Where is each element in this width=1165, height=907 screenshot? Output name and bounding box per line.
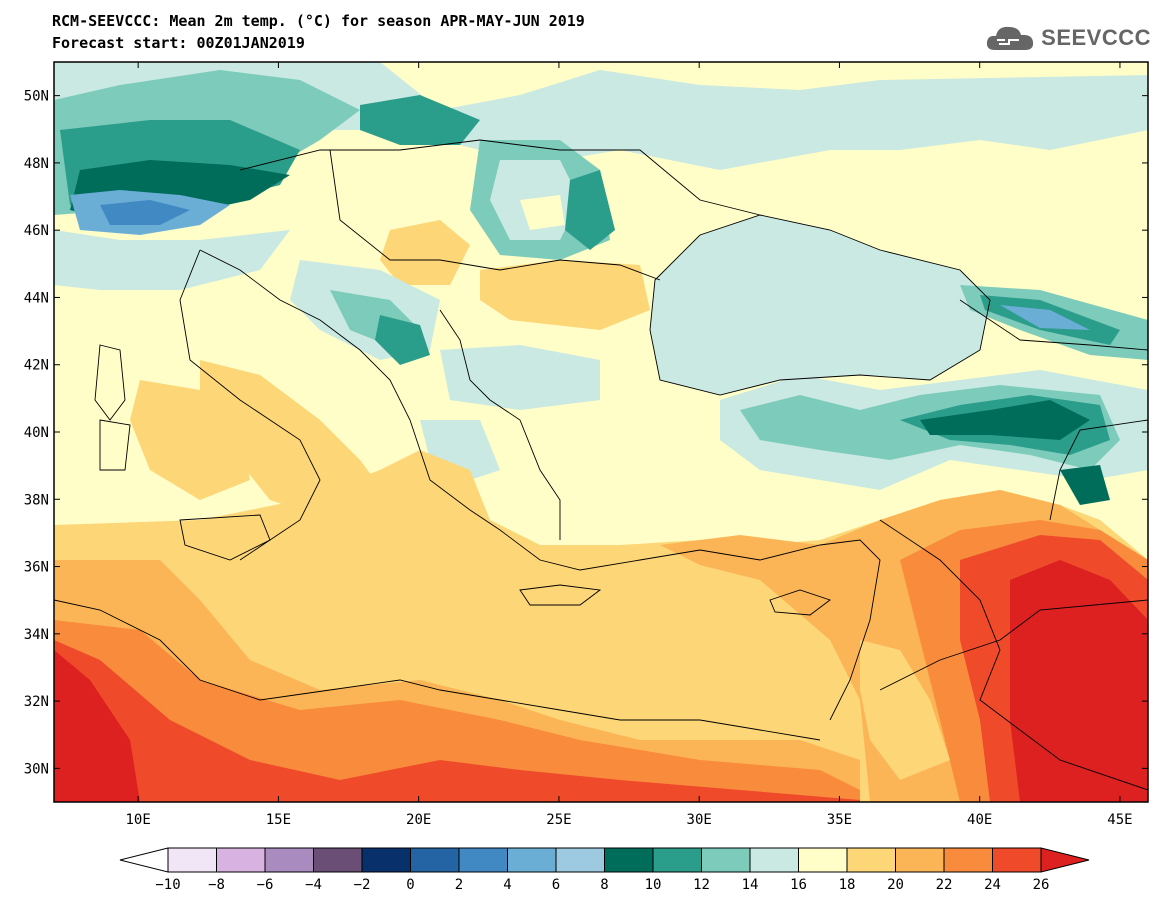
colorbar-swatch	[846, 847, 896, 873]
colorbar-over-triangle	[1040, 847, 1090, 873]
colorbar: −10 −8 −6 −4 −2 0 2 4 6 8 10 12 14 16 18 20 22 24 26	[119, 847, 1090, 893]
colorbar-swatch	[604, 847, 654, 873]
colorbar-swatch	[943, 847, 993, 873]
colorbar-label: 0	[406, 877, 414, 893]
colorbar-label: 18	[839, 877, 856, 893]
colorbar-label: −6	[257, 877, 274, 893]
lon-tick-label: 40E	[967, 812, 992, 828]
colorbar-swatch	[798, 847, 848, 873]
colorbar-label: −8	[208, 877, 225, 893]
longitude-axis: 10E 15E 20E 25E 30E 35E 40E 45E	[126, 62, 1133, 828]
forecast-start-label: Forecast start: 00Z01JAN2019	[52, 34, 305, 52]
colorbar-label: 22	[936, 877, 953, 893]
colorbar-swatch	[749, 847, 799, 873]
lat-tick-label: 42N	[24, 358, 49, 374]
colorbar-label: 4	[503, 877, 511, 893]
colorbar-swatch	[361, 847, 411, 873]
colorbar-swatch	[555, 847, 605, 873]
colorbar-swatch	[216, 847, 266, 873]
colorbar-label: 24	[984, 877, 1001, 893]
lon-tick-label: 10E	[126, 812, 151, 828]
colorbar-label: 14	[742, 877, 759, 893]
colorbar-swatch	[992, 847, 1042, 873]
colorbar-label: 10	[645, 877, 662, 893]
colorbar-label: −10	[155, 877, 180, 893]
cloud-icon	[987, 26, 1034, 50]
colorbar-label: −2	[354, 877, 371, 893]
colorbar-swatch	[652, 847, 702, 873]
lat-tick-label: 36N	[24, 560, 49, 576]
colorbar-label: 12	[693, 877, 710, 893]
lon-tick-label: 15E	[266, 812, 291, 828]
coastlines	[54, 139, 1148, 791]
colorbar-swatch	[410, 847, 460, 873]
colorbar-swatch	[458, 847, 508, 873]
lon-tick-label: 30E	[687, 812, 712, 828]
colorbar-label: 20	[887, 877, 904, 893]
colorbar-swatch	[264, 847, 314, 873]
colorbar-label: 2	[455, 877, 463, 893]
lon-tick-label: 25E	[546, 812, 571, 828]
colorbar-swatch	[895, 847, 945, 873]
lat-tick-label: 48N	[24, 156, 49, 172]
colorbar-label: 6	[552, 877, 560, 893]
colorbar-under-triangle	[119, 847, 169, 873]
colorbar-label: −4	[305, 877, 322, 893]
lat-tick-label: 32N	[24, 694, 49, 710]
colorbar-label: 26	[1033, 877, 1050, 893]
colorbar-label: 8	[600, 877, 608, 893]
lon-tick-label: 45E	[1107, 812, 1132, 828]
colorbar-swatch	[701, 847, 751, 873]
map-title: RCM-SEEVCCC: Mean 2m temp. (°C) for seas…	[52, 12, 585, 30]
lat-tick-label: 44N	[24, 290, 49, 306]
logo-text: SEEVCCC	[1041, 25, 1151, 50]
temperature-field	[54, 62, 1148, 802]
lat-tick-label: 40N	[24, 425, 49, 441]
lat-tick-label: 46N	[24, 223, 49, 239]
lon-tick-label: 35E	[827, 812, 852, 828]
lat-tick-label: 30N	[24, 761, 49, 777]
lat-tick-label: 34N	[24, 627, 49, 643]
lon-tick-label: 20E	[406, 812, 431, 828]
colorbar-swatch	[313, 847, 363, 873]
colorbar-swatch	[507, 847, 557, 873]
seevccc-logo: SEEVCCC	[985, 22, 1151, 54]
latitude-axis: 50N 48N 46N 44N 42N 40N 38N 36N 34N 32N 30N	[24, 89, 1148, 777]
colorbar-label: 16	[790, 877, 807, 893]
lat-tick-label: 38N	[24, 492, 49, 508]
lat-tick-label: 50N	[24, 89, 49, 105]
colorbar-swatch	[167, 847, 217, 873]
